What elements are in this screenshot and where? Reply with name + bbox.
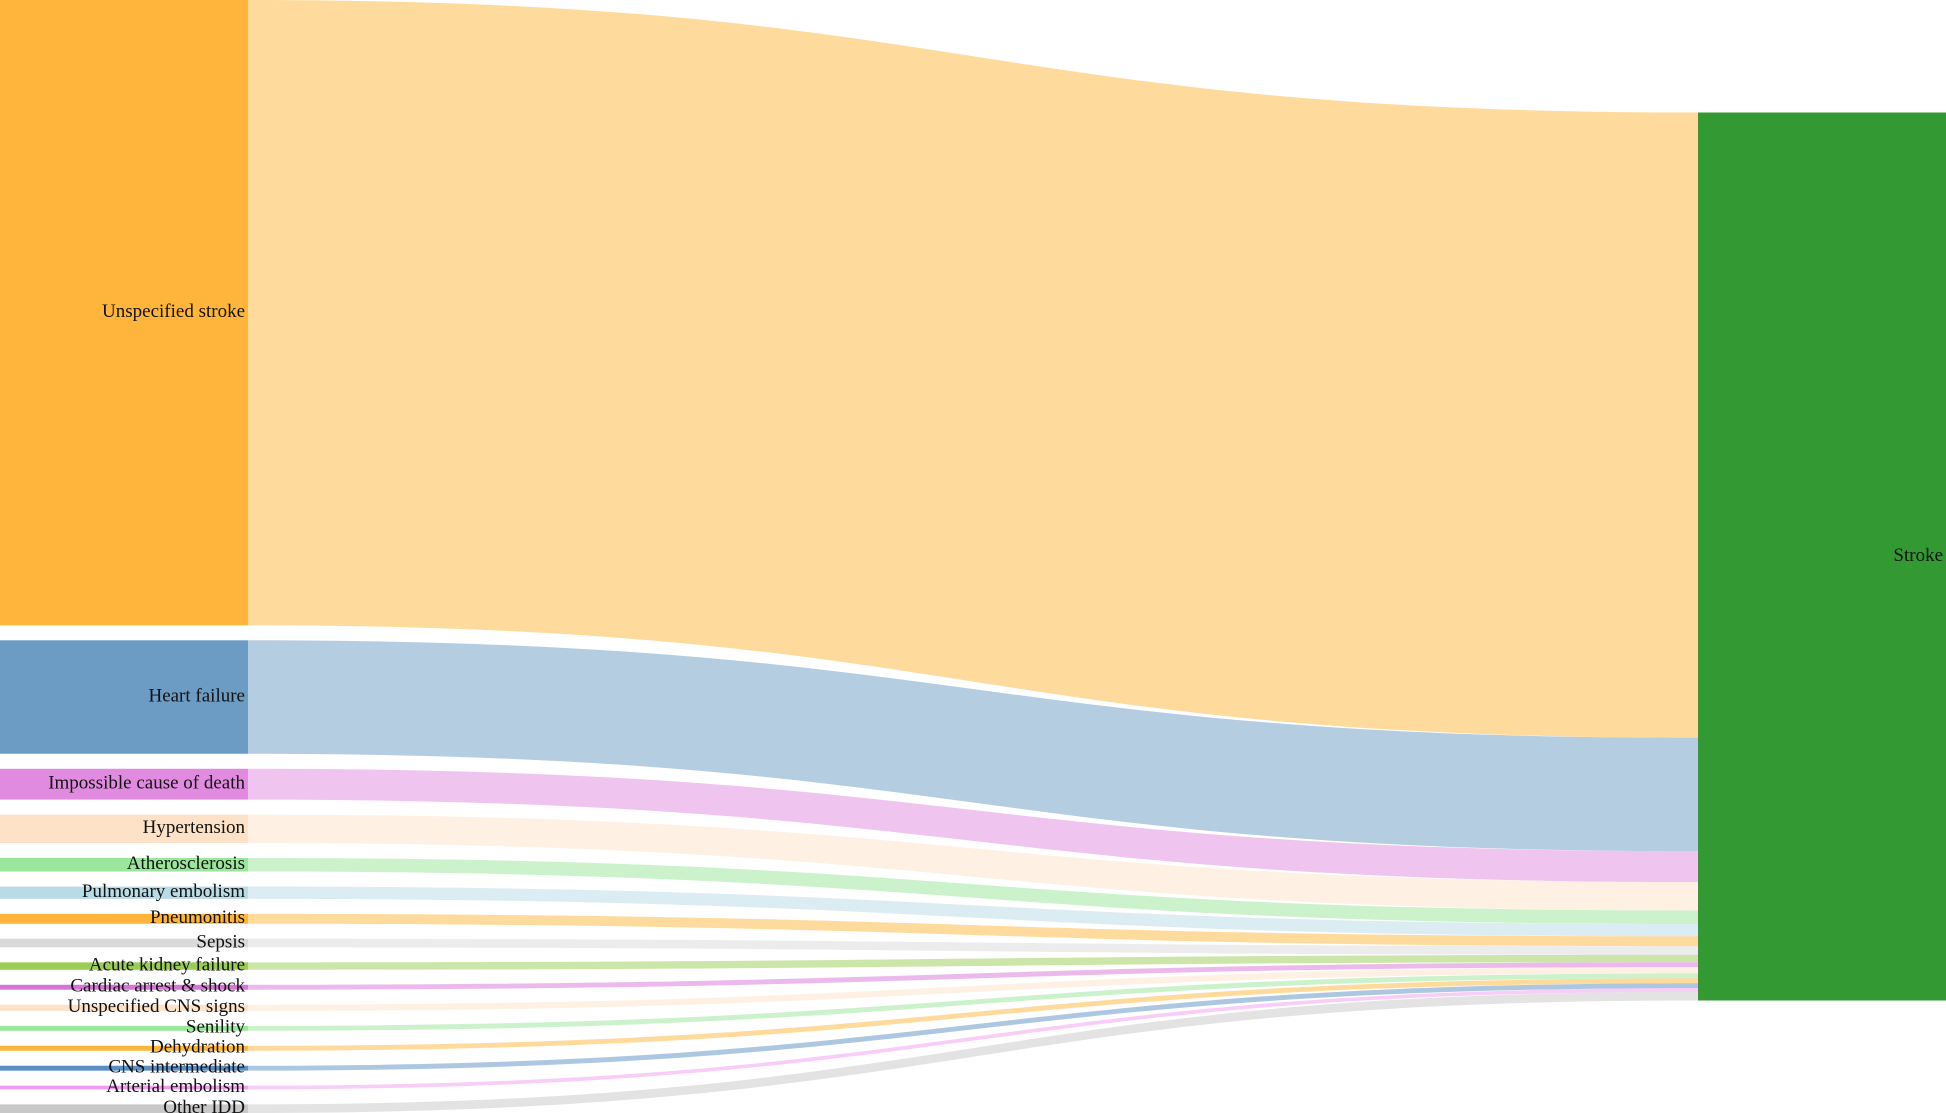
link (248, 814, 1698, 911)
link (248, 938, 1698, 955)
source-node (0, 814, 248, 843)
source-node (0, 640, 248, 754)
source-label: Arterial embolism (106, 1076, 245, 1097)
link (248, 988, 1698, 1090)
link (248, 640, 1698, 852)
source-node (0, 886, 248, 899)
source-label: Acute kidney failure (89, 954, 245, 975)
target-label: Stroke (1893, 545, 1943, 566)
source-node (0, 1025, 248, 1031)
source-node (0, 962, 248, 970)
source-node (0, 984, 248, 990)
source-node (0, 1065, 248, 1071)
source-label: Pneumonitis (150, 907, 245, 928)
source-label: Senility (186, 1017, 246, 1038)
link (248, 768, 1698, 883)
link (248, 991, 1698, 1113)
source-label: Unspecified CNS signs (68, 996, 245, 1017)
link (248, 857, 1698, 925)
link (248, 886, 1698, 937)
source-label: Hypertension (143, 817, 246, 838)
link (248, 973, 1698, 1031)
source-node (0, 1045, 248, 1051)
source-node (0, 768, 248, 800)
source-node (0, 857, 248, 872)
source-node (0, 913, 248, 924)
link (248, 978, 1698, 1051)
source-label: Pulmonary embolism (82, 881, 245, 902)
link (248, 0, 1698, 738)
source-node (0, 1004, 248, 1011)
link (248, 967, 1698, 1011)
link (248, 913, 1698, 947)
source-label: Heart failure (148, 685, 245, 706)
source-node (0, 0, 248, 626)
source-label: Impossible cause of death (48, 773, 245, 794)
source-label: Dehydration (150, 1037, 245, 1058)
source-node (0, 1104, 248, 1113)
link (248, 954, 1698, 970)
source-label: Sepsis (196, 931, 245, 952)
source-label: Atherosclerosis (127, 853, 245, 874)
source-label: CNS intermediate (108, 1057, 245, 1078)
source-label: Unspecified stroke (102, 301, 245, 322)
source-label: Cardiac arrest & shock (70, 976, 245, 997)
source-label: Other IDD (163, 1097, 245, 1113)
source-node (0, 938, 248, 948)
link (248, 983, 1698, 1071)
link (248, 962, 1698, 990)
target-node (1698, 112, 1946, 1001)
source-node (0, 1085, 248, 1090)
